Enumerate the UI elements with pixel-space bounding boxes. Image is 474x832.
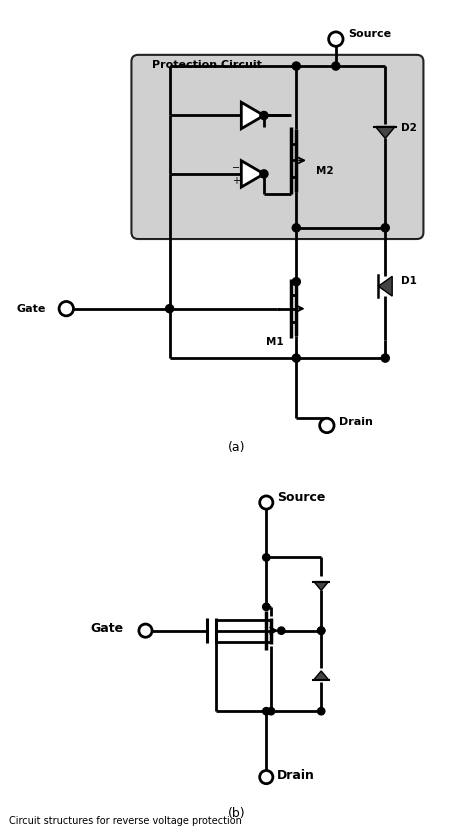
Text: M2: M2 [316,166,333,176]
Text: Protection Circuit: Protection Circuit [152,60,262,71]
Circle shape [165,305,173,313]
Text: (b): (b) [228,807,246,820]
Circle shape [292,278,301,285]
Circle shape [318,627,325,634]
Text: (a): (a) [228,442,246,454]
Circle shape [381,224,389,232]
Circle shape [292,354,301,362]
Circle shape [267,707,275,715]
Circle shape [260,496,273,509]
Circle shape [292,224,301,232]
Circle shape [318,627,325,634]
Circle shape [381,354,389,362]
Text: Source: Source [348,29,392,39]
Circle shape [263,603,270,611]
Polygon shape [375,126,395,138]
Polygon shape [241,161,264,187]
Polygon shape [378,276,392,296]
Circle shape [263,707,270,715]
Text: Drain: Drain [277,769,315,782]
Text: Gate: Gate [17,304,46,314]
Polygon shape [241,102,264,129]
Text: D2: D2 [401,123,417,133]
Polygon shape [314,671,328,680]
Text: Drain: Drain [339,418,374,428]
Circle shape [278,627,285,634]
FancyBboxPatch shape [131,55,423,239]
Circle shape [260,111,268,120]
Text: Gate: Gate [91,622,124,636]
Circle shape [328,32,343,47]
Circle shape [260,170,268,178]
Circle shape [318,707,325,715]
Circle shape [263,554,270,561]
Text: M1: M1 [266,337,284,347]
Text: −: − [232,163,240,173]
Circle shape [59,301,73,316]
Text: Source: Source [277,491,326,503]
Text: +: + [232,176,240,186]
Text: Circuit structures for reverse voltage protection: Circuit structures for reverse voltage p… [9,815,242,825]
Circle shape [319,418,334,433]
Circle shape [292,62,301,70]
Text: D1: D1 [401,276,417,286]
Circle shape [260,770,273,784]
Circle shape [139,624,152,637]
Polygon shape [314,582,328,591]
Circle shape [332,62,340,70]
